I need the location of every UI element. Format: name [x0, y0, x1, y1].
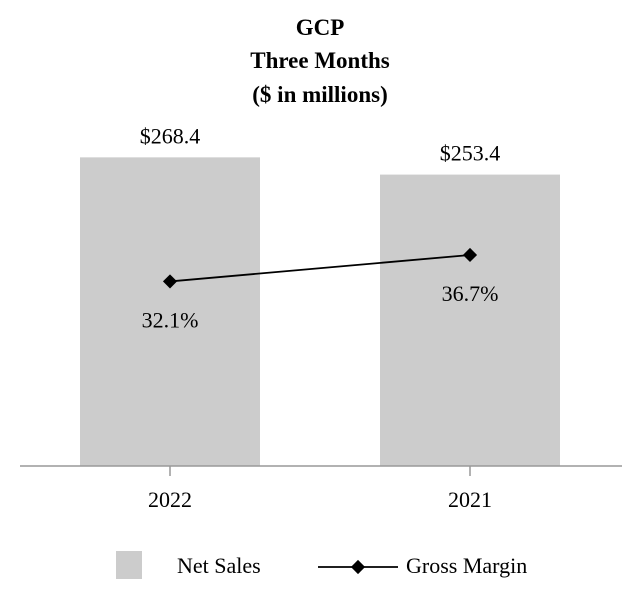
x-tick-label-2022: 2022 [148, 487, 192, 512]
title-line-2: Three Months [250, 48, 390, 73]
gross-margin-point-2021 [462, 247, 478, 263]
x-axis-tick-labels: 2022 2021 [148, 487, 492, 512]
legend-net-sales-label: Net Sales [177, 553, 261, 578]
gross-margin-labels: 32.1% 36.7% [142, 281, 499, 332]
gross-margin-series [162, 247, 478, 289]
net-sales-labels: $268.4 $253.4 [140, 123, 501, 165]
x-tick-label-2021: 2021 [448, 487, 492, 512]
net-sales-value-label-2022: $268.4 [140, 123, 201, 148]
x-axis-ticks [169, 466, 471, 476]
title-line-1: GCP [296, 15, 345, 40]
net-sales-value-label-2021: $253.4 [440, 141, 501, 166]
gross-margin-value-label-2022: 32.1% [142, 307, 199, 332]
legend-gross-margin-label: Gross Margin [406, 553, 527, 578]
legend-net-sales-swatch [116, 551, 142, 579]
legend: Net Sales Gross Margin [116, 551, 527, 579]
net-sales-bar-2021 [380, 174, 560, 466]
net-sales-bars [80, 157, 560, 466]
chart-title: GCP Three Months ($ in millions) [250, 15, 390, 107]
legend-gross-margin-marker [350, 559, 366, 575]
net-sales-bar-2022 [80, 157, 260, 466]
gross-margin-line [169, 254, 471, 283]
gross-margin-point-2022 [162, 274, 178, 289]
title-line-3: ($ in millions) [252, 82, 387, 107]
gross-margin-value-label-2021: 36.7% [442, 281, 499, 306]
